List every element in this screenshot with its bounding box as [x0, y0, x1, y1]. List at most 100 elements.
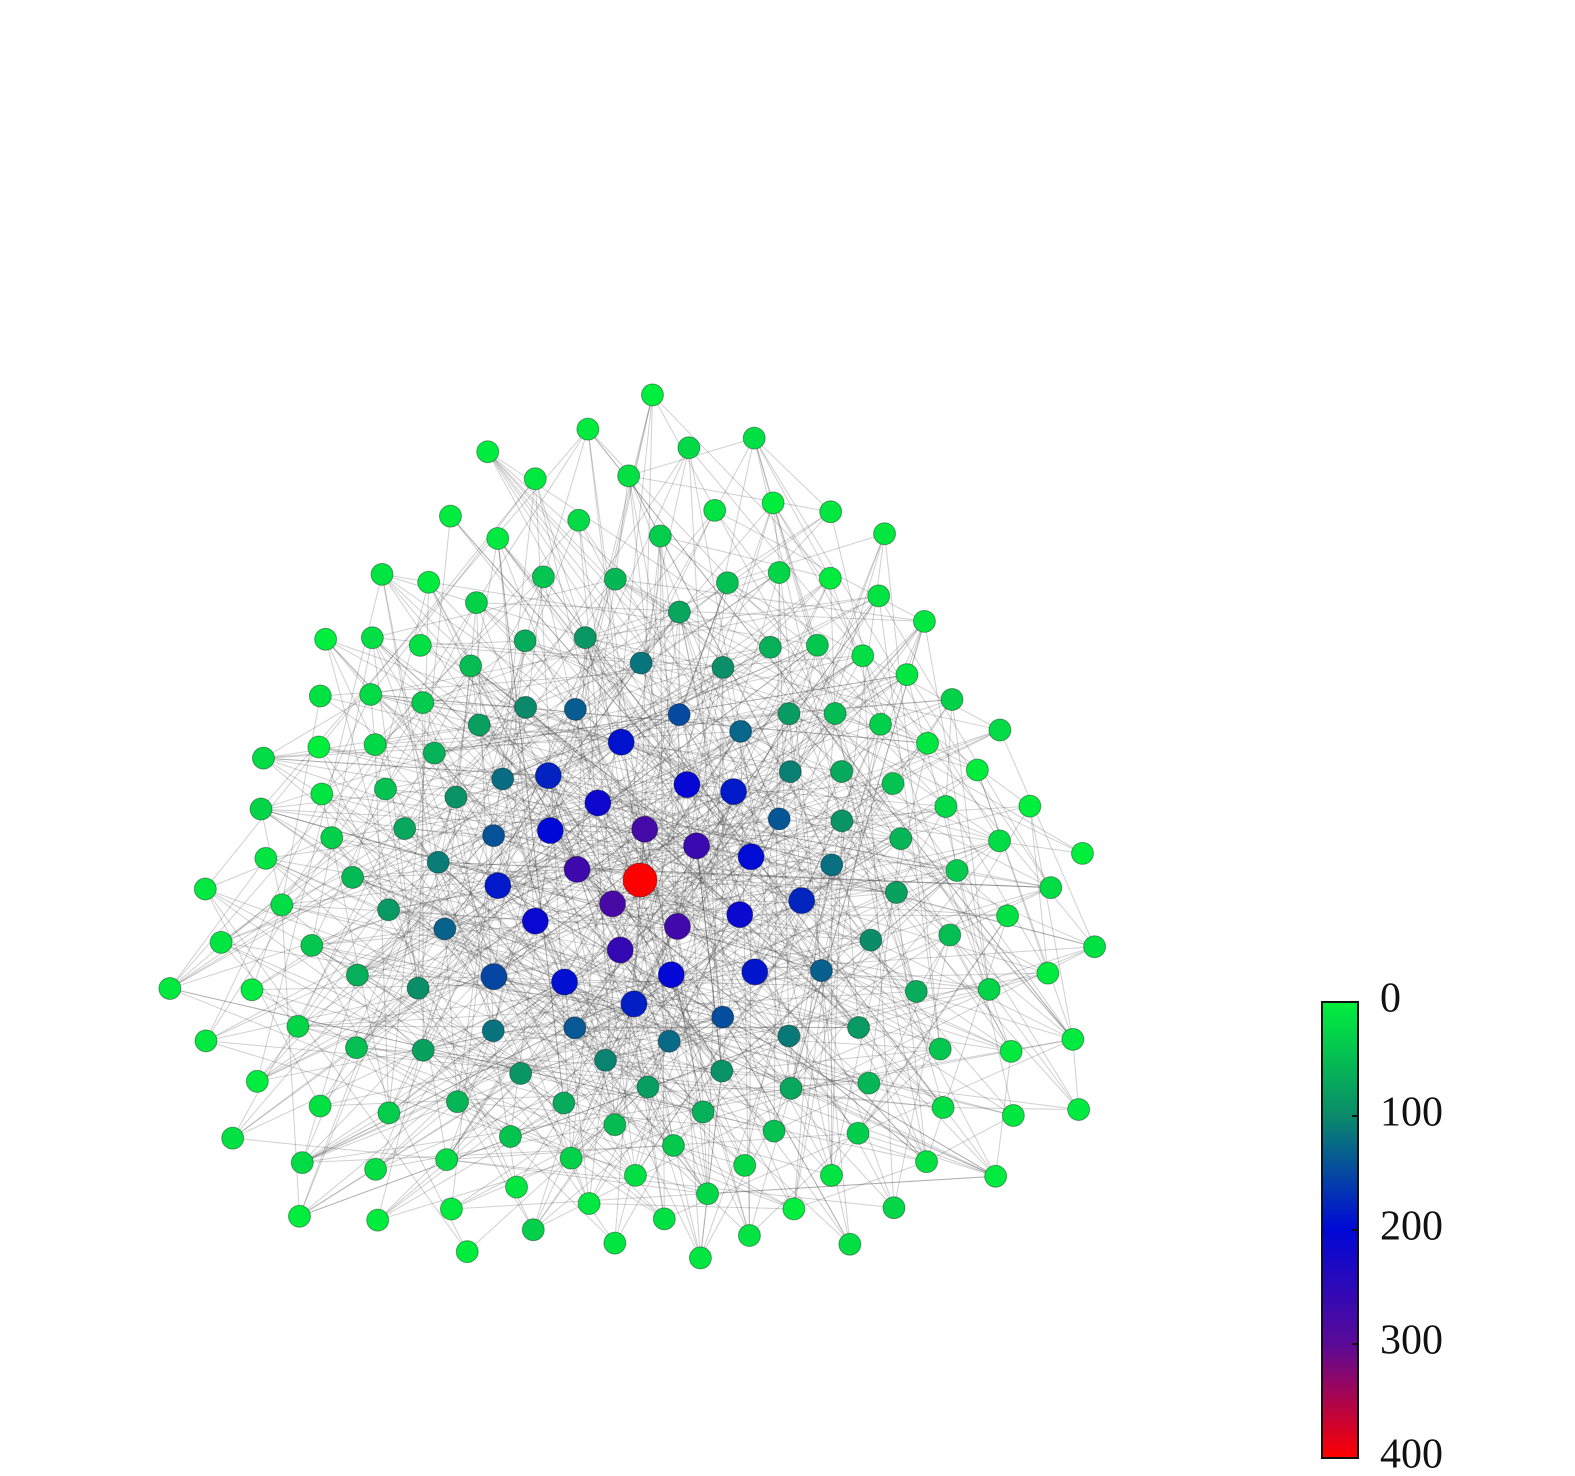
node — [623, 1163, 647, 1187]
node — [1061, 1027, 1085, 1051]
node — [881, 772, 905, 796]
node — [209, 930, 233, 954]
node — [945, 858, 969, 882]
node — [710, 1059, 734, 1083]
node — [631, 815, 659, 843]
node — [563, 697, 587, 721]
node — [286, 1014, 310, 1038]
node — [194, 1029, 218, 1053]
node — [782, 1197, 806, 1221]
node — [938, 923, 962, 947]
node — [882, 1196, 906, 1220]
node — [308, 1094, 332, 1118]
node — [733, 1153, 757, 1177]
node — [965, 758, 989, 782]
node — [819, 500, 843, 524]
node — [711, 655, 735, 679]
node — [779, 1076, 803, 1100]
node — [593, 1048, 617, 1072]
node — [482, 824, 506, 848]
node — [904, 979, 928, 1003]
node — [491, 767, 515, 791]
node — [444, 785, 468, 809]
node — [486, 527, 510, 551]
node — [439, 1197, 463, 1221]
node — [584, 789, 612, 817]
node — [300, 933, 324, 957]
node — [657, 961, 685, 989]
node — [406, 976, 430, 1000]
node — [636, 1075, 660, 1099]
node — [715, 571, 739, 595]
node — [370, 562, 394, 586]
node — [245, 1069, 269, 1093]
node — [481, 1019, 505, 1043]
node — [484, 872, 512, 900]
node — [691, 1100, 715, 1124]
node — [758, 635, 782, 659]
node — [345, 963, 369, 987]
node — [411, 1038, 435, 1062]
node — [523, 467, 547, 491]
node — [629, 651, 653, 675]
node — [455, 1240, 479, 1264]
colorbar-tick-label: 200 — [1380, 1204, 1443, 1250]
node — [847, 1016, 871, 1040]
node — [411, 691, 435, 715]
colorbar-tick-label: 100 — [1380, 1090, 1443, 1136]
node — [928, 1037, 952, 1061]
node — [726, 901, 754, 929]
node — [251, 746, 275, 770]
node — [934, 794, 958, 818]
node — [417, 570, 441, 594]
colorbar: 0 100 200 300 400 — [1321, 976, 1443, 1476]
node — [464, 591, 488, 615]
node — [1018, 794, 1042, 818]
node — [567, 508, 591, 532]
node — [889, 827, 913, 851]
node — [1001, 1103, 1025, 1127]
node — [838, 1232, 862, 1256]
node — [737, 1224, 761, 1248]
node — [663, 912, 691, 940]
node — [988, 829, 1012, 853]
node — [977, 977, 1001, 1001]
node — [940, 687, 964, 711]
node — [742, 426, 766, 450]
node — [607, 728, 635, 756]
node — [521, 1218, 545, 1242]
node — [884, 880, 908, 904]
node — [737, 843, 765, 871]
node — [696, 1182, 720, 1206]
node — [777, 1024, 801, 1048]
colorbar-tick-label: 300 — [1380, 1318, 1443, 1364]
node — [859, 928, 883, 952]
node — [620, 990, 648, 1018]
node — [823, 702, 847, 726]
node — [767, 807, 791, 831]
node — [422, 741, 446, 765]
node — [193, 877, 217, 901]
node — [577, 1192, 601, 1216]
node — [673, 771, 701, 799]
node — [648, 524, 672, 548]
colorbar-tick-label: 400 — [1380, 1432, 1443, 1476]
node — [363, 733, 387, 757]
node — [996, 904, 1020, 928]
node — [563, 855, 591, 883]
node — [788, 887, 816, 915]
node — [476, 440, 500, 464]
node — [711, 1005, 735, 1029]
node — [426, 850, 450, 874]
node — [513, 629, 537, 653]
node — [310, 782, 334, 806]
node — [915, 731, 939, 755]
node — [364, 1157, 388, 1181]
node — [606, 936, 634, 964]
node — [830, 809, 854, 833]
node — [912, 609, 936, 633]
node — [988, 718, 1012, 742]
node — [505, 1175, 529, 1199]
node — [820, 853, 844, 877]
node — [377, 898, 401, 922]
